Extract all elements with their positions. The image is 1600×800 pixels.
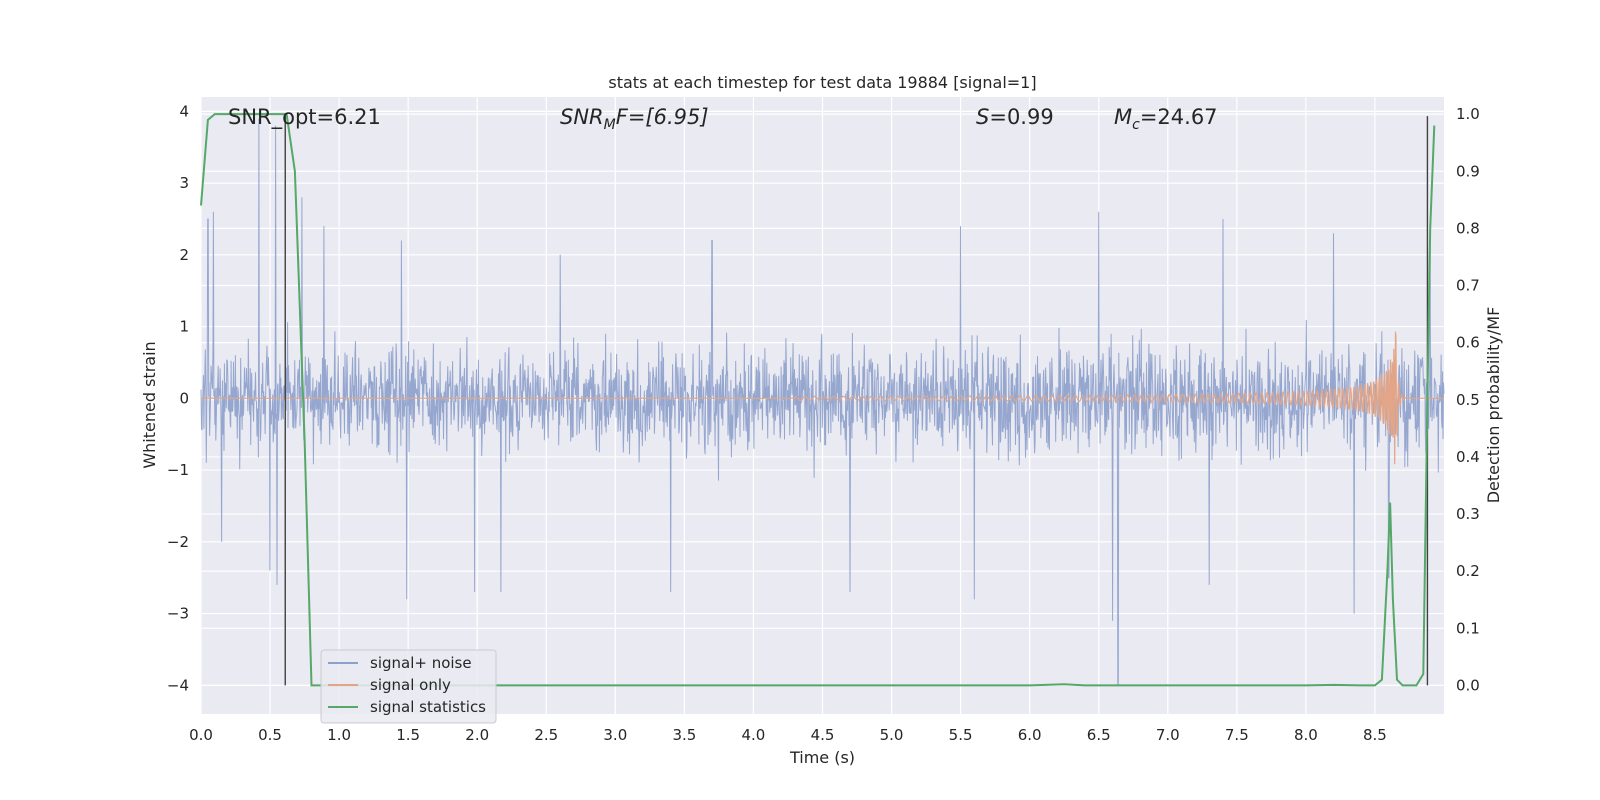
snr-mf-name: SNR xyxy=(560,105,604,129)
y-tick-label: 4 xyxy=(179,102,189,120)
x-tick-label: 4.5 xyxy=(811,726,835,744)
s-name: S xyxy=(976,105,989,129)
x-tick-label: 0.5 xyxy=(258,726,282,744)
annotation-snr-opt: SNR_opt=6.21 xyxy=(228,105,381,130)
legend-label-signal-noise: signal+ noise xyxy=(370,654,472,672)
signal-statistics-line xyxy=(200,113,1436,687)
y2-tick-label: 0.6 xyxy=(1456,334,1480,352)
y2-tick-label: 1.0 xyxy=(1456,105,1480,123)
y-axis-label: Whitened strain xyxy=(140,341,159,468)
legend-label-signal-statistics: signal statistics xyxy=(370,698,486,716)
annotation-snr-mf: SNRMF=[6.95] xyxy=(560,105,709,133)
s-value: =0.99 xyxy=(989,105,1053,129)
x-tick-label: 1.5 xyxy=(396,726,420,744)
mc-name: M xyxy=(1114,105,1132,129)
annotation-mc: Mc=24.67 xyxy=(1114,105,1218,133)
legend-box xyxy=(320,649,497,724)
y2-tick-label: 0.5 xyxy=(1456,391,1480,409)
y2-tick-label: 0.9 xyxy=(1456,162,1480,180)
y-tick-label: 0 xyxy=(179,389,189,407)
series-signal-noise xyxy=(200,118,1445,686)
signal-only-line xyxy=(201,331,1444,465)
y2-tick-label: 0.1 xyxy=(1456,619,1480,637)
signal-noise-line xyxy=(200,118,1445,686)
x-axis-label: Time (s) xyxy=(789,748,855,767)
snr-mf-rest: F=[6.95] xyxy=(616,105,709,129)
x-tick-label: 5.0 xyxy=(880,726,904,744)
x-tick-label: 6.5 xyxy=(1087,726,1111,744)
x-tick-label: 2.5 xyxy=(534,726,558,744)
y-tick-label: −4 xyxy=(167,676,189,694)
y-tick-label: −2 xyxy=(167,533,189,551)
y-tick-label: 2 xyxy=(179,246,189,264)
y2-tick-label: 0.2 xyxy=(1456,562,1480,580)
tick-labels: 0.0 0.5 1.0 1.5 2.0 2.5 3.0 3.5 4.0 4.5 5.0 5.5 6.0 6… xyxy=(167,102,1480,744)
snr-mf-sub: M xyxy=(604,117,616,133)
x-tick-label: 8.5 xyxy=(1363,726,1387,744)
x-tick-label: 3.5 xyxy=(672,726,696,744)
x-tick-label: 8.0 xyxy=(1294,726,1318,744)
y-tick-label: −3 xyxy=(167,605,189,623)
annotation-s: S=0.99 xyxy=(976,105,1054,129)
x-tick-label: 7.5 xyxy=(1225,726,1249,744)
x-tick-label: 2.0 xyxy=(465,726,489,744)
y2-tick-label: 0.3 xyxy=(1456,505,1480,523)
series-signal-only xyxy=(201,331,1444,465)
x-tick-label: 7.0 xyxy=(1156,726,1180,744)
y-tick-label: 1 xyxy=(179,318,189,336)
mc-sub: c xyxy=(1132,117,1140,133)
y2-tick-label: 0.4 xyxy=(1456,448,1480,466)
y2-tick-label: 0.8 xyxy=(1456,219,1480,237)
y2-axis-label: Detection probability/MF xyxy=(1484,307,1503,504)
y2-tick-label: 0.7 xyxy=(1456,277,1480,295)
series-signal-statistics xyxy=(200,113,1436,687)
legend-label-signal-only: signal only xyxy=(370,676,451,694)
x-tick-label: 0.0 xyxy=(189,726,213,744)
legend: signal+ noise signal only signal statist… xyxy=(320,649,497,724)
x-tick-label: 5.5 xyxy=(949,726,973,744)
x-tick-label: 4.0 xyxy=(742,726,766,744)
y-tick-label: −1 xyxy=(167,461,189,479)
chart-title: stats at each timestep for test data 198… xyxy=(608,73,1036,92)
y2-tick-label: 0.0 xyxy=(1456,676,1480,694)
x-tick-label: 6.0 xyxy=(1018,726,1042,744)
y-tick-label: 3 xyxy=(179,174,189,192)
x-tick-label: 3.0 xyxy=(603,726,627,744)
x-tick-label: 1.0 xyxy=(327,726,351,744)
mc-value: =24.67 xyxy=(1140,105,1218,129)
